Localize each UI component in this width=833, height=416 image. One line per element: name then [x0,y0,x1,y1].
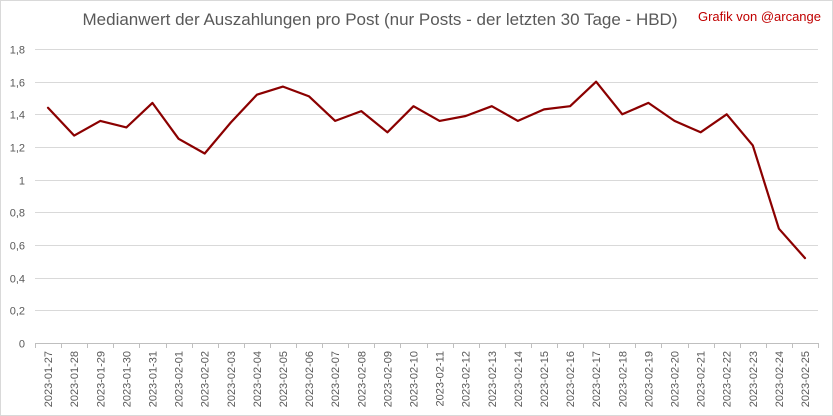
gridlines [35,49,818,344]
x-axis: 2023-01-27 2023-01-28 2023-01-29 2023-01-30… [35,343,819,407]
x-tick-label: 2023-02-22 [722,351,734,407]
y-axis: 0 0,2 0,4 0,6 0,8 1 1,2 1,4 1,6 1,8 [10,45,25,351]
series-layer [46,80,807,260]
x-tick-label: 2023-02-04 [252,351,264,407]
y-tick-label: 0 [19,339,25,351]
y-tick-label: 1 [19,176,25,188]
y-tick-label: 0,2 [10,306,25,318]
x-tick-label: 2023-02-05 [278,351,290,407]
y-tick-label: 0,4 [10,274,25,286]
x-tick-label: 2023-01-30 [121,351,133,407]
x-tick-label: 2023-02-18 [617,351,629,407]
x-tick-label: 2023-02-17 [591,351,603,407]
x-tick-label: 2023-02-02 [200,351,212,407]
x-tick-label: 2023-02-25 [800,351,812,407]
x-tick-label: 2023-02-08 [356,351,368,407]
chart-credit: Grafik von @arcange [697,9,821,24]
y-tick-label: 1,6 [10,78,25,90]
y-tick-label: 1,2 [10,143,25,155]
x-tick-label: 2023-02-15 [539,351,551,407]
x-tick-label: 2023-02-09 [382,351,394,407]
x-tick-label: 2023-01-28 [69,351,81,407]
x-tick-label: 2023-02-16 [565,351,577,407]
chart-title: Medianwert der Auszahlungen pro Post (nu… [82,10,678,29]
x-tick-label: 2023-02-06 [304,351,316,407]
series-line [46,80,807,260]
x-tick-label: 2023-02-11 [435,351,447,406]
x-tick-label: 2023-02-14 [513,351,525,407]
x-tick-label: 2023-02-13 [487,351,499,407]
x-tick-label: 2023-01-27 [43,351,55,407]
x-tick-label: 2023-02-10 [408,351,420,407]
x-tick-label: 2023-02-24 [774,351,786,407]
x-tick-label: 2023-02-03 [226,351,238,407]
x-tick-label: 2023-02-01 [174,351,186,407]
x-tick-label: 2023-02-20 [669,351,681,407]
x-tick-label: 2023-02-19 [643,351,655,407]
x-tick-label: 2023-01-29 [95,351,107,407]
x-tick-label: 2023-01-31 [147,351,159,407]
x-tick-label: 2023-02-07 [330,351,342,407]
y-tick-label: 1,4 [10,110,25,122]
x-tick-label: 2023-02-21 [696,351,708,407]
y-tick-label: 0,8 [10,208,25,220]
y-tick-label: 0,6 [10,241,25,253]
x-tick-label: 2023-02-23 [748,351,760,407]
x-tick-label: 2023-02-12 [461,351,473,407]
y-tick-label: 1,8 [10,45,25,57]
